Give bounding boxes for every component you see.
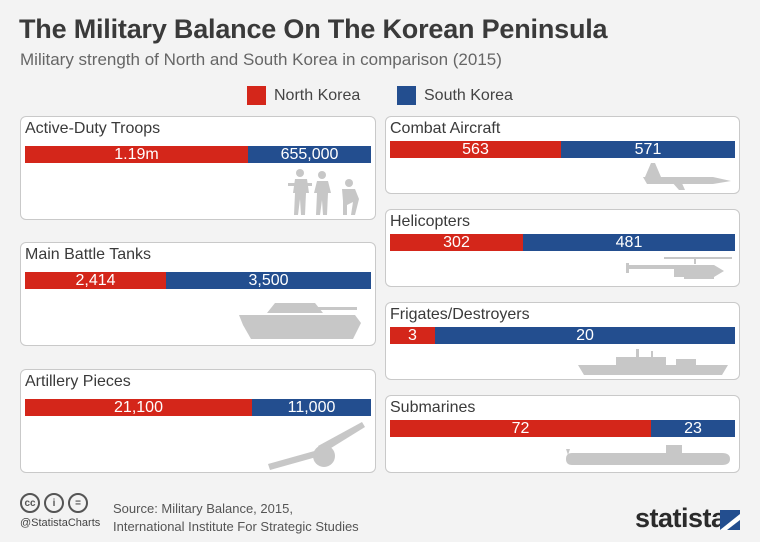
- bar-north-submarines: 72: [390, 420, 651, 437]
- creative-commons-icon: cc: [20, 493, 40, 513]
- attribution-icon: i: [44, 493, 64, 513]
- legend-item-north: North Korea: [247, 86, 360, 105]
- statista-logo-icon: [720, 510, 740, 530]
- bar-north-frigates-destroyers: 3: [390, 327, 435, 344]
- troops-icon: [288, 169, 359, 215]
- card-helicopters: Helicopters 302 481: [385, 209, 740, 287]
- card-frigates-destroyers: Frigates/Destroyers 3 20: [385, 302, 740, 380]
- card-submarines: Submarines 72 23: [385, 395, 740, 473]
- card-label: Main Battle Tanks: [25, 246, 151, 263]
- bar-south-frigates-destroyers: 20: [435, 327, 735, 344]
- bar-south-active-duty-troops: 655,000: [248, 146, 371, 163]
- bar-north-artillery-pieces: 21,100: [25, 399, 252, 416]
- chart-title: The Military Balance On The Korean Penin…: [19, 14, 608, 44]
- bar-north-active-duty-troops: 1.19m: [25, 146, 248, 163]
- card-combat-aircraft: Combat Aircraft 563 571: [385, 116, 740, 194]
- card-active-duty-troops: Active-Duty Troops 1.19m 655,000: [20, 116, 376, 220]
- card-label: Submarines: [390, 399, 476, 416]
- chart-subtitle: Military strength of North and South Kor…: [20, 50, 502, 69]
- helicopter-icon: [626, 257, 732, 279]
- legend-label-north: North Korea: [274, 86, 361, 104]
- bar-south-submarines: 23: [651, 420, 735, 437]
- legend-swatch-south: [397, 86, 416, 105]
- bar-south-artillery-pieces: 11,000: [252, 399, 371, 416]
- card-artillery-pieces: Artillery Pieces 21,100 11,000: [20, 369, 376, 473]
- card-main-battle-tanks: Main Battle Tanks 2,414 3,500: [20, 242, 376, 346]
- bar-north-combat-aircraft: 563: [390, 141, 561, 158]
- legend-label-south: South Korea: [424, 86, 513, 104]
- source-note: Source: Military Balance, 2015, Internat…: [113, 500, 359, 536]
- legend-item-south: South Korea: [397, 86, 513, 105]
- card-label: Artillery Pieces: [25, 373, 131, 390]
- artillery-icon: [268, 422, 365, 470]
- statista-logo[interactable]: statista: [635, 503, 726, 533]
- bar-north-main-battle-tanks: 2,414: [25, 272, 166, 289]
- license-icons: cc i =: [20, 493, 88, 513]
- source-line-1: Source: Military Balance, 2015,: [113, 501, 293, 516]
- bar-south-main-battle-tanks: 3,500: [166, 272, 371, 289]
- social-handle[interactable]: @StatistaCharts: [20, 517, 101, 529]
- fighter-jet-icon: [643, 163, 731, 190]
- warship-icon: [578, 349, 728, 375]
- bar-south-combat-aircraft: 571: [561, 141, 735, 158]
- bar-north-helicopters: 302: [390, 234, 523, 251]
- card-label: Frigates/Destroyers: [390, 306, 530, 323]
- tank-icon: [239, 303, 361, 339]
- bar-south-helicopters: 481: [523, 234, 735, 251]
- legend: North Korea South Korea: [0, 86, 760, 108]
- card-label: Helicopters: [390, 213, 471, 230]
- card-label: Combat Aircraft: [390, 120, 501, 137]
- no-derivatives-icon: =: [68, 493, 88, 513]
- source-line-2: International Institute For Strategic St…: [113, 519, 359, 534]
- submarine-icon: [566, 445, 730, 465]
- legend-swatch-north: [247, 86, 266, 105]
- card-label: Active-Duty Troops: [25, 120, 161, 137]
